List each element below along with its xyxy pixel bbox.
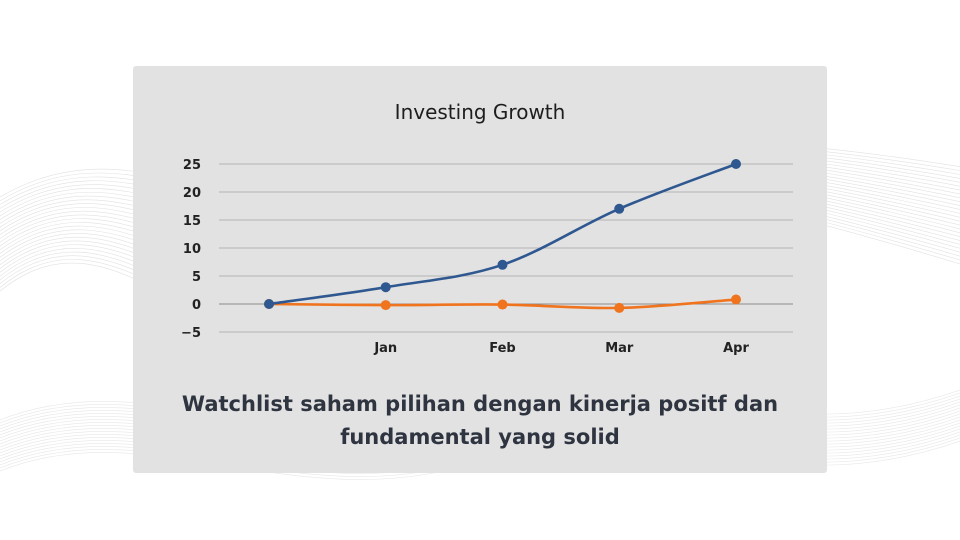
x-tick-label: Jan (373, 341, 397, 356)
data-point (731, 159, 741, 169)
y-tick-label: 15 (183, 214, 201, 229)
data-point (497, 259, 508, 270)
y-axis-tick-labels: 25 20 15 10 5 0 −5 (181, 158, 201, 341)
chart-series (264, 159, 741, 313)
y-tick-label: 5 (192, 270, 201, 285)
x-axis-tick-labels: Jan Feb Mar Apr (373, 341, 749, 356)
x-tick-label: Mar (605, 341, 634, 356)
y-tick-label: 10 (183, 242, 201, 257)
line-chart: Investing Growth 25 20 15 10 5 0 −5 Jan Feb Mar A… (181, 100, 793, 356)
data-point (731, 294, 741, 305)
data-point (264, 299, 274, 309)
y-tick-label: −5 (181, 326, 201, 341)
data-point (614, 203, 625, 214)
x-tick-label: Feb (489, 341, 515, 356)
series-line (267, 162, 738, 306)
y-tick-label: 25 (183, 158, 201, 173)
chart-caption: Watchlist saham pilihan dengan kinerja p… (181, 392, 779, 449)
data-point (380, 282, 391, 293)
data-point (497, 299, 508, 310)
data-point (380, 300, 391, 311)
x-tick-label: Apr (723, 341, 749, 356)
chart-title: Investing Growth (395, 100, 566, 124)
y-tick-label: 0 (192, 298, 201, 313)
data-point (614, 302, 625, 313)
y-tick-label: 20 (183, 186, 201, 201)
chart-card: Investing Growth 25 20 15 10 5 0 −5 Jan Feb Mar A… (133, 66, 827, 473)
